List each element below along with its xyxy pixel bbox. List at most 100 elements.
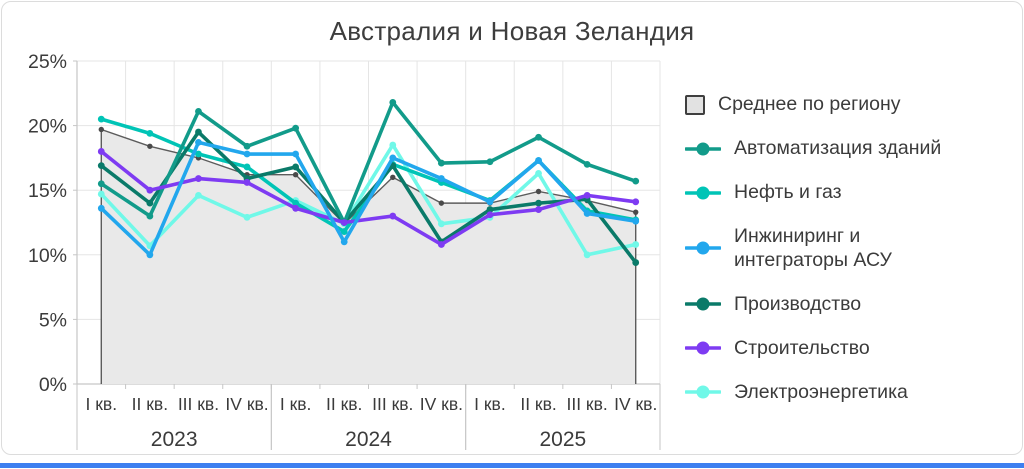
legend-item-4: Производство <box>685 292 1015 317</box>
series-point <box>97 180 105 188</box>
series-point <box>583 160 591 168</box>
quarter-label: III кв. <box>566 394 607 414</box>
legend-label: Автоматизация зданий <box>734 137 942 160</box>
series-point <box>437 220 445 228</box>
series-point <box>195 191 202 199</box>
series-point <box>292 150 300 158</box>
chart-card: Австралия и Новая Зеландия 0% 5% 10% 15% 20%… <box>1 1 1023 455</box>
series-point <box>486 158 494 166</box>
y-tick-label: 10% <box>28 245 67 267</box>
series-point <box>486 198 494 206</box>
chart-title: Австралия и Новая Зеландия <box>329 16 695 46</box>
series-line <box>99 130 638 265</box>
series-point <box>146 186 154 194</box>
series-point <box>97 148 105 155</box>
quarter-label: IV кв. <box>225 394 268 414</box>
series-point <box>486 211 494 219</box>
year-label: 2025 <box>539 428 586 451</box>
legend-item-1: Автоматизация зданий <box>685 136 1015 161</box>
series-point <box>535 199 542 207</box>
series-point <box>195 175 202 182</box>
footer-accent-bar <box>0 463 1024 468</box>
series-point <box>389 98 397 106</box>
quarter-label: I кв. <box>86 394 118 414</box>
average-point <box>438 200 445 206</box>
average-point <box>147 143 153 149</box>
series-point <box>632 259 640 266</box>
series-point <box>389 141 397 149</box>
y-tick-label: 15% <box>28 180 67 202</box>
series-point <box>583 191 591 199</box>
series-point <box>535 157 542 164</box>
series-point <box>97 162 105 170</box>
series-point <box>632 198 640 206</box>
legend-line-dot-icon <box>685 185 721 201</box>
average-area <box>101 129 636 384</box>
legend-line-dot-icon <box>685 384 721 400</box>
series-point <box>292 163 300 171</box>
series-point <box>437 175 445 182</box>
average-point <box>633 209 639 215</box>
series-line <box>99 100 638 225</box>
series-point <box>195 107 202 115</box>
series-point <box>535 133 542 141</box>
legend-item-2: Нефть и газ <box>685 180 1015 205</box>
legend-line-dot-icon <box>685 240 721 256</box>
series-point <box>340 228 348 235</box>
legend-label: Среднее по региону <box>718 93 901 116</box>
series-point <box>292 204 300 212</box>
y-tick-label: 0% <box>39 374 67 396</box>
series-point <box>292 124 300 132</box>
series-point <box>97 190 105 198</box>
legend-label: Инжиниринг и интеграторы АСУ <box>734 225 892 272</box>
series-point <box>146 212 154 220</box>
legend-label: Строительство <box>734 337 870 360</box>
year-label: 2024 <box>345 428 392 451</box>
series-point <box>340 219 348 226</box>
quarter-label: IV кв. <box>614 394 657 414</box>
chart-plot-area: 0% 5% 10% 15% 20% 25% 2023 2024 2025 I кв. II кв. I… <box>28 51 661 451</box>
legend-item-3: Инжиниринг и интеграторы АСУ <box>685 224 1015 273</box>
series-point <box>243 163 251 171</box>
series-point <box>535 170 542 177</box>
quarter-label: II кв. <box>520 394 556 414</box>
series-point <box>486 206 494 213</box>
quarter-label: III кв. <box>178 394 219 414</box>
legend-item-6: Электроэнергетика <box>685 380 1015 405</box>
average-swatch-icon <box>685 94 705 115</box>
quarter-label: II кв. <box>132 394 168 414</box>
series-point <box>437 241 445 248</box>
legend-item-0: Среднее по региону <box>685 92 1015 117</box>
series-point <box>632 217 640 225</box>
series-point <box>146 251 154 259</box>
legend-line-dot-icon <box>685 141 721 157</box>
legend-label: Нефть и газ <box>734 181 842 204</box>
quarter-label: IV кв. <box>420 394 463 414</box>
series-point <box>243 142 251 150</box>
series-point <box>632 241 640 248</box>
series-point <box>243 150 251 158</box>
quarter-label: II кв. <box>326 394 362 414</box>
y-tick-label: 25% <box>28 51 67 73</box>
average-point <box>292 171 299 178</box>
chart-legend: Среднее по региону Автоматизация зданий Не… <box>685 92 1015 424</box>
average-point <box>98 126 104 133</box>
series-line <box>99 149 638 247</box>
legend-square-icon <box>685 94 705 115</box>
average-point <box>390 174 396 180</box>
quarter-label: III кв. <box>372 394 413 414</box>
series-point <box>195 138 202 146</box>
legend-label: Производство <box>734 293 862 316</box>
y-tick-label: 5% <box>39 309 67 331</box>
series-point <box>340 238 348 246</box>
series-point <box>389 212 397 220</box>
series-line <box>99 143 638 257</box>
series-point <box>97 204 105 212</box>
average-point <box>535 188 542 195</box>
legend-label: Электроэнергетика <box>734 381 908 404</box>
series-point <box>389 154 397 162</box>
legend-line-dot-icon <box>685 340 721 356</box>
series-line <box>99 140 638 257</box>
year-label: 2023 <box>151 428 198 451</box>
